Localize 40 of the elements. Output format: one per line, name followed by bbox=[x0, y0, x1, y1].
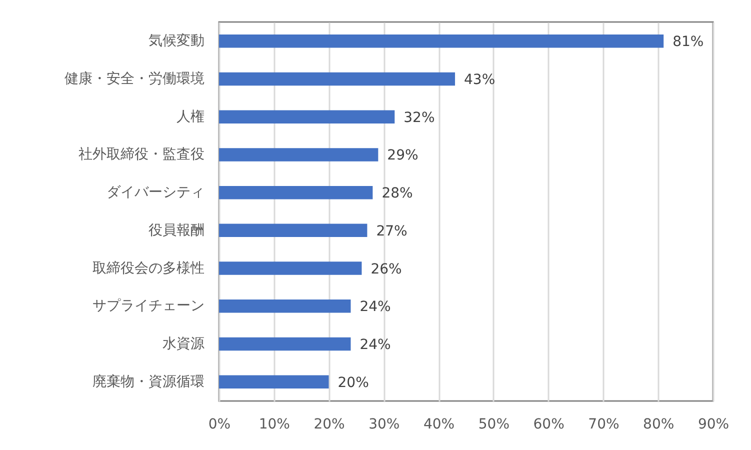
bar bbox=[219, 375, 329, 389]
x-tick-label: 10% bbox=[258, 416, 290, 432]
x-tick-label: 90% bbox=[698, 416, 730, 432]
data-label: 27% bbox=[376, 223, 408, 240]
y-tick-label: 健康・安全・労働環境 bbox=[64, 70, 204, 87]
bar bbox=[219, 110, 395, 124]
y-tick-label: 人権 bbox=[176, 108, 204, 125]
x-tick-label: 40% bbox=[423, 416, 455, 432]
data-label: 20% bbox=[338, 374, 369, 391]
data-label: 24% bbox=[360, 299, 391, 316]
bar bbox=[219, 337, 351, 351]
y-tick-label: 役員報酬 bbox=[148, 222, 204, 238]
data-label: 32% bbox=[404, 110, 435, 126]
bar bbox=[219, 186, 373, 200]
x-tick-label: 30% bbox=[368, 416, 400, 432]
data-label: 43% bbox=[464, 72, 496, 88]
bar bbox=[219, 224, 368, 238]
y-tick-label: サプライチェーン bbox=[92, 298, 204, 314]
data-label: 29% bbox=[387, 148, 418, 164]
bar bbox=[219, 262, 362, 275]
data-label: 26% bbox=[370, 261, 402, 278]
y-tick-label: 廃棄物・資源循環 bbox=[92, 374, 204, 390]
bar bbox=[219, 148, 378, 162]
x-tick-label: 80% bbox=[643, 416, 674, 432]
x-tick-label: 20% bbox=[314, 416, 345, 432]
y-tick-label: ダイバーシティ bbox=[106, 184, 204, 201]
y-tick-label: 取締役会の多様性 bbox=[92, 260, 204, 276]
bar bbox=[219, 34, 664, 48]
y-tick-label: 気候変動 bbox=[148, 33, 204, 50]
data-label: 24% bbox=[360, 337, 391, 354]
x-tick-label: 50% bbox=[478, 416, 510, 432]
bar bbox=[219, 300, 351, 313]
bar bbox=[219, 72, 456, 86]
x-tick-label: 60% bbox=[533, 416, 564, 432]
y-tick-label: 水資源 bbox=[162, 336, 204, 352]
x-tick-label: 70% bbox=[588, 416, 620, 432]
data-label: 81% bbox=[672, 34, 704, 50]
data-label: 28% bbox=[382, 186, 413, 202]
x-tick-label: 0% bbox=[208, 416, 231, 432]
y-tick-label: 社外取締役・監査役 bbox=[78, 146, 204, 163]
